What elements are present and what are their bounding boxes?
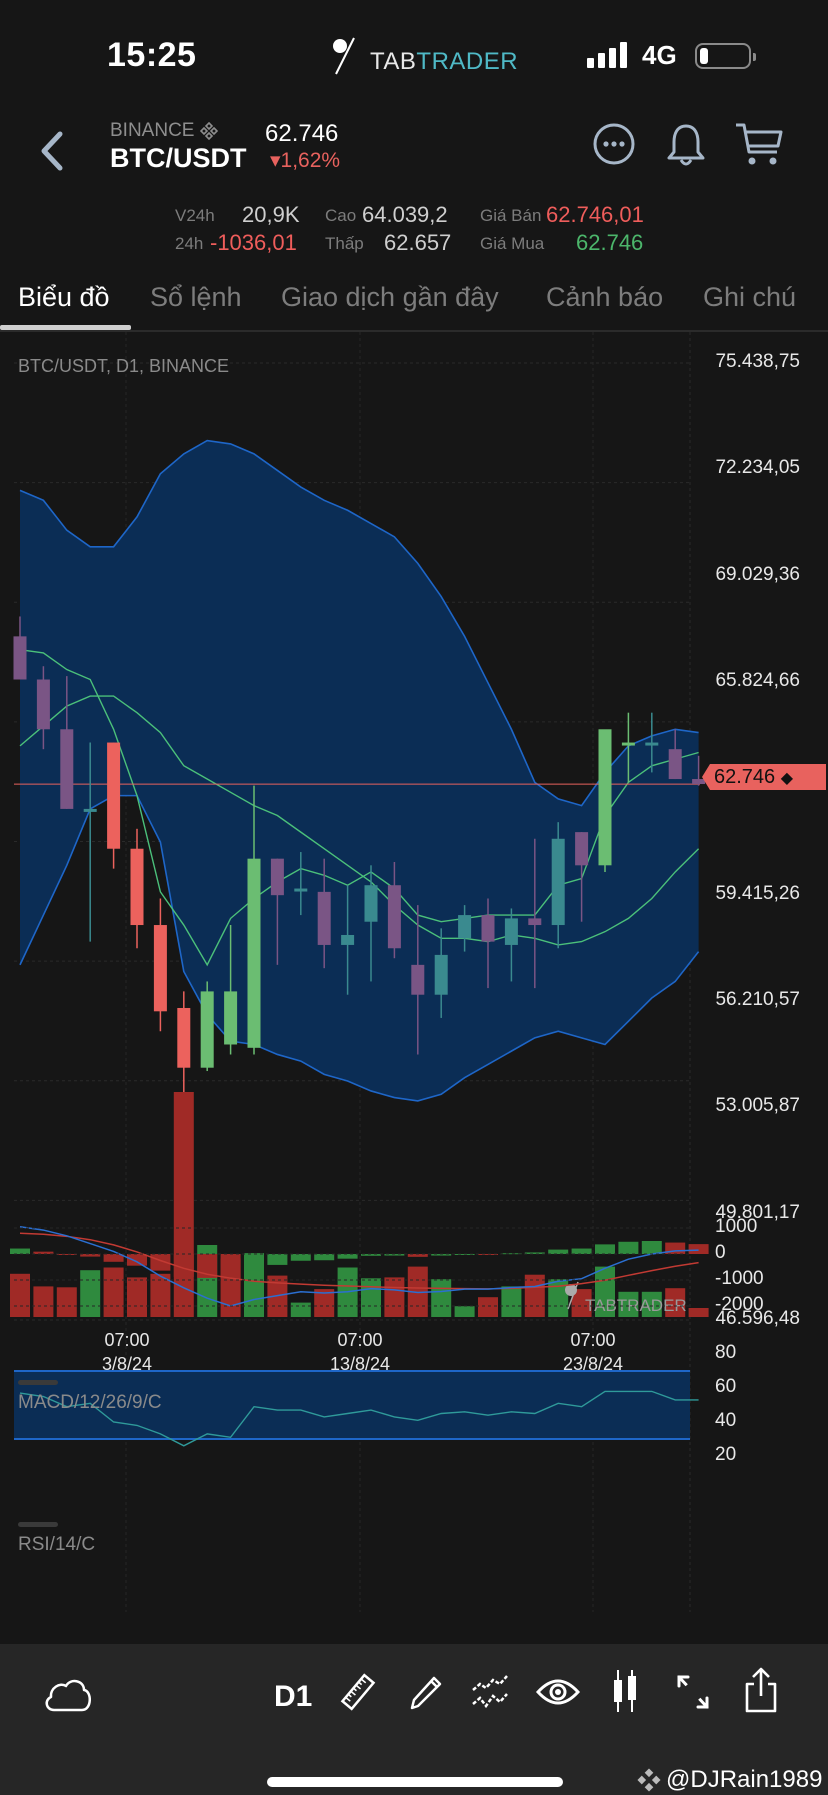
expand-icon xyxy=(677,1675,709,1709)
price-axis-label: 49.801,17 xyxy=(715,1201,800,1223)
macd-axis-label: -1000 xyxy=(715,1268,764,1289)
interval-button[interactable]: D1 xyxy=(274,1680,313,1713)
app-logo: TAB TRADER xyxy=(330,36,518,76)
macd-resize-handle[interactable] xyxy=(18,1380,58,1385)
bid-value: 62.746 xyxy=(576,230,644,255)
tab-alerts[interactable]: Cảnh báo xyxy=(546,282,664,312)
pencil-icon xyxy=(410,1676,442,1710)
tab-recent-trades[interactable]: Giao dịch gần đây xyxy=(281,282,499,312)
binance-square-icon xyxy=(637,1768,661,1792)
fullscreen-button[interactable] xyxy=(674,1672,712,1717)
macd-axis-label: 0 xyxy=(715,1242,726,1263)
high-value: 64.039,2 xyxy=(362,202,448,227)
clock: 15:25 xyxy=(107,36,197,74)
svg-text:TABTRADER: TABTRADER xyxy=(585,1296,687,1315)
price-axis-label: 72.234,05 xyxy=(715,457,800,479)
chart-type-button[interactable] xyxy=(610,1668,640,1719)
network-type: 4G xyxy=(642,40,677,70)
change24h-label: 24h xyxy=(175,234,204,253)
v24h-label: V24h xyxy=(175,206,215,225)
home-indicator[interactable] xyxy=(267,1777,563,1787)
market-stats: V24h 20,9K 24h -1036,01 Cao 64.039,2 Thấ… xyxy=(0,200,828,260)
cart-icon xyxy=(736,123,783,165)
tab-notes[interactable]: Ghi chú xyxy=(703,282,797,312)
more-icon xyxy=(593,123,635,165)
user-watermark: @DJRain1989 xyxy=(636,1766,822,1794)
time-axis-label: 07:00 3/8/24 xyxy=(101,1330,153,1374)
price-chart-canvas[interactable]: TABTRADER xyxy=(0,332,828,1644)
pair-header: BINANCE BTC/USDT 62.746 ▾1,62% xyxy=(0,110,828,200)
change-percent: ▾1,62% xyxy=(270,149,341,172)
ask-label: Giá Bán xyxy=(480,206,542,225)
macd-axis-label: 1000 xyxy=(715,1216,758,1237)
eye-icon xyxy=(535,1679,581,1705)
rsi-axis-label: 80 xyxy=(715,1342,737,1363)
rsi-axis-label: 40 xyxy=(715,1410,737,1431)
pair-symbol[interactable]: BTC/USDT xyxy=(110,143,247,173)
tabtrader-logo-icon xyxy=(333,37,355,75)
bid-label: Giá Mua xyxy=(480,234,545,253)
status-bar: 15:25 TAB TRADER 4G xyxy=(0,0,828,110)
ruler-button[interactable] xyxy=(338,1672,378,1717)
price-axis-label: 59.415,26 xyxy=(715,882,800,904)
low-value: 62.657 xyxy=(384,230,452,255)
chart-title: BTC/USDT, D1, BINANCE xyxy=(18,356,230,376)
share-icon xyxy=(745,1667,777,1713)
price-axis-label: 75.438,75 xyxy=(715,351,800,372)
rsi-label: RSI/14/C xyxy=(18,1534,96,1555)
indicators-button[interactable] xyxy=(470,1672,510,1717)
time-axis-label: 07:00 23/8/24 xyxy=(562,1330,624,1374)
low-label: Thấp xyxy=(325,234,364,253)
exchange-name: BINANCE xyxy=(110,120,219,142)
current-price-tag: 62.746 ◆ xyxy=(702,764,826,790)
high-label: Cao xyxy=(325,206,357,225)
tab-order-book[interactable]: Sổ lệnh xyxy=(150,282,242,312)
battery-icon xyxy=(695,43,756,69)
draw-button[interactable] xyxy=(404,1672,444,1717)
price-axis-label: 65.824,66 xyxy=(715,670,800,691)
visibility-button[interactable] xyxy=(535,1674,581,1715)
rsi-axis-label: 20 xyxy=(715,1444,737,1465)
price-axis-label: 53.005,87 xyxy=(715,1095,800,1117)
back-button[interactable] xyxy=(38,130,64,181)
share-button[interactable] xyxy=(743,1666,779,1719)
time-axis-label: 07:00 13/8/24 xyxy=(329,1330,391,1374)
tag-icon: ◆ xyxy=(780,770,794,787)
last-price: 62.746 xyxy=(265,120,339,147)
price-axis-label: 56.210,57 xyxy=(715,989,800,1010)
cloud-button[interactable] xyxy=(42,1674,94,1719)
price-axis-label: 46.596,48 xyxy=(715,1308,800,1329)
more-button[interactable] xyxy=(592,122,636,171)
binance-icon xyxy=(200,122,219,140)
chart-area[interactable]: TABTRADER BTC/USDT, D1, BINANCE 75.438,7… xyxy=(0,332,828,1644)
tab-bar: Biểu đồ Sổ lệnh Giao dịch gần đây Cảnh b… xyxy=(0,280,828,332)
cloud-icon xyxy=(45,1679,91,1712)
tab-chart[interactable]: Biểu đồ xyxy=(18,282,110,312)
macd-axis-label: -2000 xyxy=(715,1294,764,1315)
bottom-toolbar: D1 @DJRain1989 xyxy=(0,1644,828,1795)
trade-button[interactable] xyxy=(733,122,785,173)
change24h-value: -1036,01 xyxy=(210,230,297,255)
ask-value: 62.746,01 xyxy=(546,202,644,227)
indicators-icon xyxy=(472,1675,508,1709)
alerts-button[interactable] xyxy=(664,122,708,173)
ruler-icon xyxy=(340,1673,376,1711)
v24h-value: 20,9K xyxy=(242,202,300,227)
candles-icon xyxy=(614,1670,636,1712)
rsi-resize-handle[interactable] xyxy=(18,1522,58,1527)
active-tab-indicator xyxy=(0,325,131,330)
bell-icon xyxy=(667,124,705,166)
rsi-axis-label: 60 xyxy=(715,1376,737,1397)
chevron-left-icon xyxy=(41,131,63,171)
macd-label: MACD/12/26/9/C xyxy=(18,1392,162,1413)
signal-icon xyxy=(587,42,627,68)
price-axis-label: 69.029,36 xyxy=(715,563,800,585)
